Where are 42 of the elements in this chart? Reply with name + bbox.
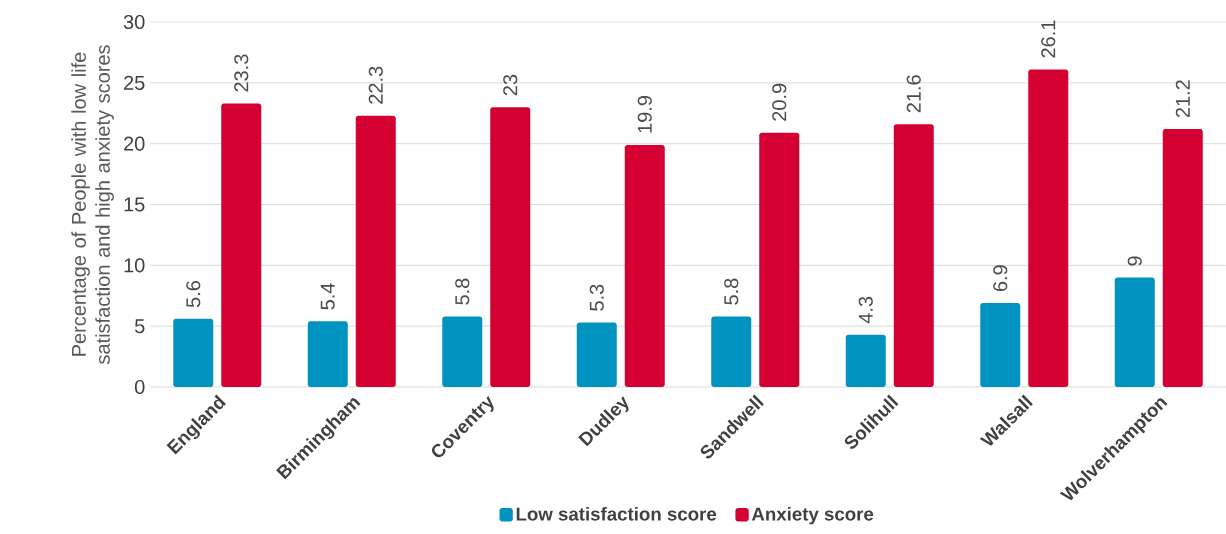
bar bbox=[221, 103, 262, 387]
bar bbox=[759, 132, 800, 387]
bar bbox=[845, 334, 886, 387]
data-label: 19.9 bbox=[637, 95, 652, 133]
y-tick-label: 5 bbox=[134, 319, 145, 334]
bar bbox=[490, 107, 531, 387]
y-tick-label: 0 bbox=[134, 379, 145, 395]
data-label: 5.3 bbox=[589, 284, 604, 311]
bar bbox=[711, 316, 752, 387]
legend-label: Low satisfaction score bbox=[516, 506, 717, 521]
data-label: 5.4 bbox=[320, 283, 335, 310]
data-label: 21.2 bbox=[1175, 80, 1190, 118]
bar bbox=[624, 144, 665, 387]
data-label: 23 bbox=[503, 74, 518, 96]
y-tick-label: 10 bbox=[124, 258, 145, 273]
data-label: 9 bbox=[1127, 256, 1142, 266]
y-tick-label: 30 bbox=[123, 14, 145, 30]
bar bbox=[1114, 277, 1155, 387]
data-label: 4.3 bbox=[858, 296, 873, 324]
legend-label: Anxiety score bbox=[751, 506, 874, 525]
bar bbox=[980, 303, 1021, 387]
data-label: 5.8 bbox=[455, 278, 470, 305]
data-label: 5.6 bbox=[186, 281, 201, 308]
data-label: 20.9 bbox=[772, 83, 787, 121]
data-label: 21.6 bbox=[906, 75, 921, 113]
data-label: 6.9 bbox=[993, 265, 1008, 292]
y-tick-label: 20 bbox=[124, 136, 145, 151]
bar bbox=[355, 115, 396, 387]
data-label: 5.8 bbox=[724, 278, 739, 305]
bar bbox=[442, 316, 483, 387]
y-tick-label: 25 bbox=[124, 75, 145, 90]
data-label: 22.3 bbox=[368, 66, 383, 104]
y-tick-label: 15 bbox=[124, 197, 145, 212]
y-axis-title: Percentage of People with low life satisfaction and high anxiety scores bbox=[71, 45, 114, 365]
bar bbox=[173, 318, 214, 387]
bar bbox=[893, 124, 934, 387]
data-label: 26.1 bbox=[1041, 20, 1056, 58]
bar bbox=[576, 322, 617, 387]
bar bbox=[307, 321, 348, 387]
data-label: 23.3 bbox=[234, 54, 249, 92]
bar bbox=[1162, 129, 1203, 387]
bar bbox=[1028, 69, 1069, 387]
